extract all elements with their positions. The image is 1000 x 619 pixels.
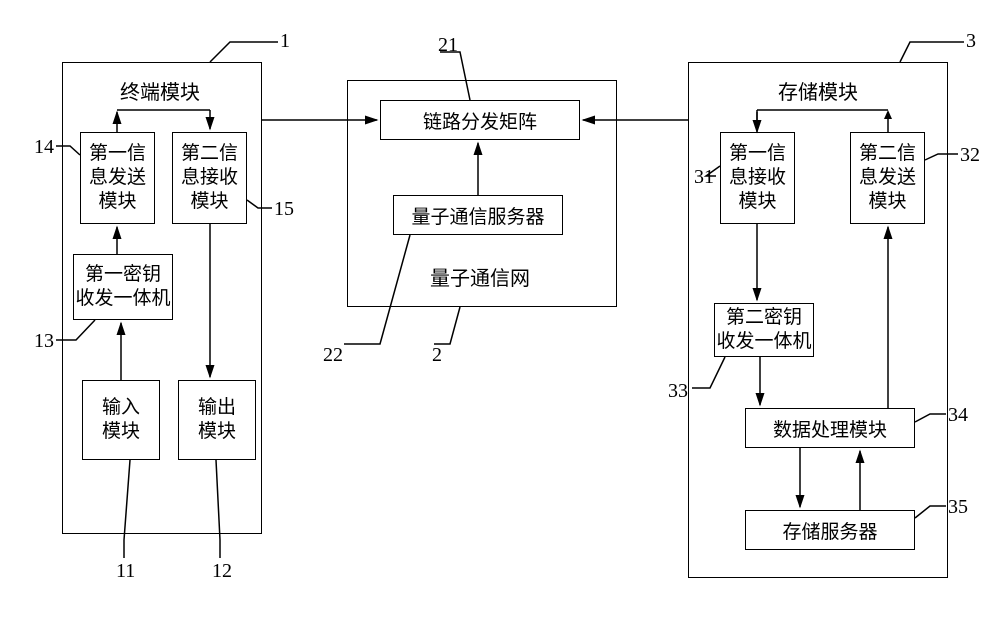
- label-11: 11: [116, 560, 135, 583]
- label-32: 32: [960, 144, 980, 167]
- box-15: 第二信 息接收 模块: [172, 132, 247, 224]
- box-33: 第二密钥 收发一体机: [714, 303, 814, 357]
- label-35: 35: [948, 496, 968, 519]
- label-13: 13: [34, 330, 54, 353]
- label-34: 34: [948, 404, 968, 427]
- label-2: 2: [432, 344, 442, 367]
- label-1: 1: [280, 30, 290, 53]
- label-22: 22: [323, 344, 343, 367]
- label-14: 14: [34, 136, 54, 159]
- label-31: 31: [694, 166, 714, 189]
- module-1-title: 终端模块: [120, 76, 200, 105]
- box-22: 量子通信服务器: [393, 195, 563, 235]
- box-34: 数据处理模块: [745, 408, 915, 448]
- box-11: 输入 模块: [82, 380, 160, 460]
- label-21: 21: [438, 34, 458, 57]
- box-32: 第二信 息发送 模块: [850, 132, 925, 224]
- label-3: 3: [966, 30, 976, 53]
- label-33: 33: [668, 380, 688, 403]
- label-12: 12: [212, 560, 232, 583]
- module-2-title: 量子通信网: [430, 262, 530, 291]
- box-12: 输出 模块: [178, 380, 256, 460]
- box-31: 第一信 息接收 模块: [720, 132, 795, 224]
- label-15: 15: [274, 198, 294, 221]
- box-35: 存储服务器: [745, 510, 915, 550]
- box-14: 第一信 息发送 模块: [80, 132, 155, 224]
- module-3-title: 存储模块: [778, 76, 858, 105]
- box-13: 第一密钥 收发一体机: [73, 254, 173, 320]
- box-21: 链路分发矩阵: [380, 100, 580, 140]
